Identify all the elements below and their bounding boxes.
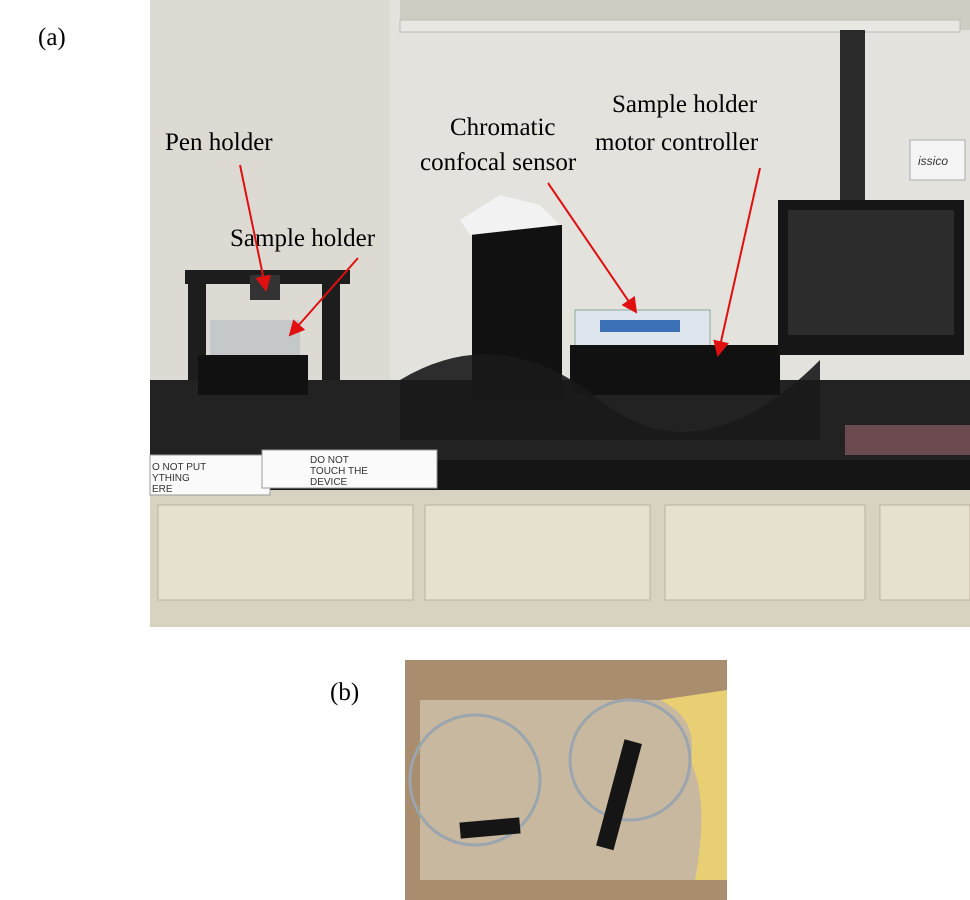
sign-text: O NOT PUT <box>152 462 206 473</box>
annotation: motor controller <box>595 129 759 156</box>
photo-b <box>405 660 727 900</box>
sign-text: TOUCH THE <box>310 466 368 477</box>
sign-text: DO NOT <box>310 455 349 466</box>
figure: issico O NOT PUTYTHINGERE DO NOTTOUCH THE… <box>0 0 970 900</box>
annotation: Sample holder <box>612 91 758 118</box>
sign-text: DEVICE <box>310 477 348 488</box>
sign-text: YTHING <box>152 473 190 484</box>
annotation: Sample holder <box>230 225 376 252</box>
panel-label: (b) <box>330 679 359 706</box>
sign-text: ERE <box>152 484 173 495</box>
annotation: Chromatic <box>450 114 556 141</box>
annotation: Pen holder <box>165 129 273 156</box>
wall-note: issico <box>918 154 948 168</box>
panel-label: (a) <box>38 24 66 51</box>
annotation: confocal sensor <box>420 149 577 176</box>
